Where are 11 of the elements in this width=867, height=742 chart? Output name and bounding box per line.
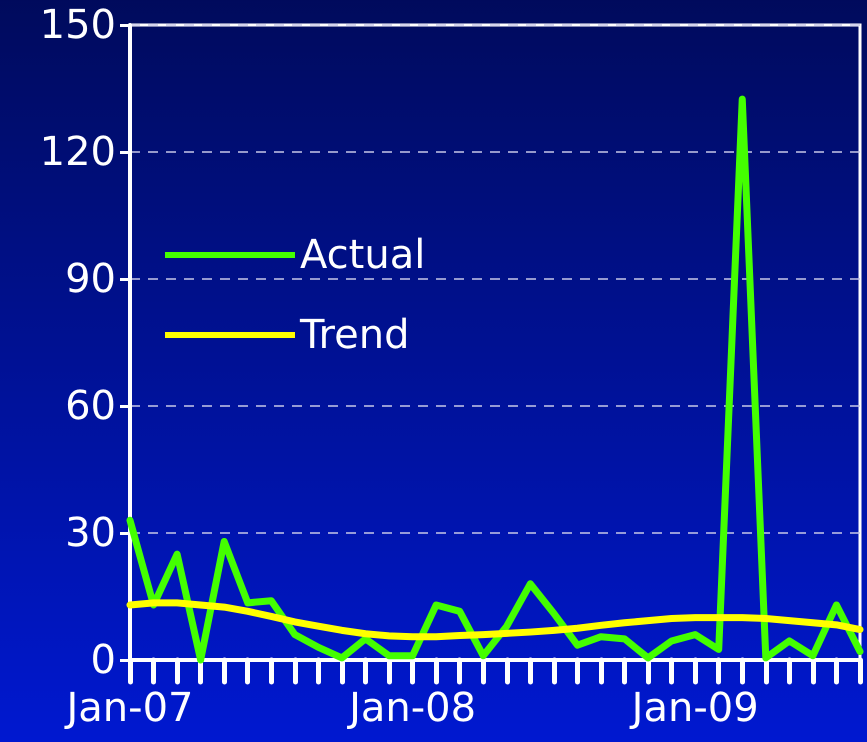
y-tick-label: 120 bbox=[40, 129, 116, 175]
legend-label: Trend bbox=[299, 312, 410, 358]
legend-label: Actual bbox=[300, 232, 426, 278]
x-tick-label: Jan-08 bbox=[346, 685, 476, 731]
y-tick-label: 30 bbox=[65, 510, 116, 556]
y-tick-label: 0 bbox=[90, 637, 116, 683]
x-tick-label: Jan-07 bbox=[64, 685, 194, 731]
x-tick-label: Jan-09 bbox=[628, 685, 759, 731]
y-tick-label: 90 bbox=[65, 256, 116, 302]
y-tick-label: 150 bbox=[40, 2, 116, 48]
y-tick-label: 60 bbox=[65, 383, 116, 429]
